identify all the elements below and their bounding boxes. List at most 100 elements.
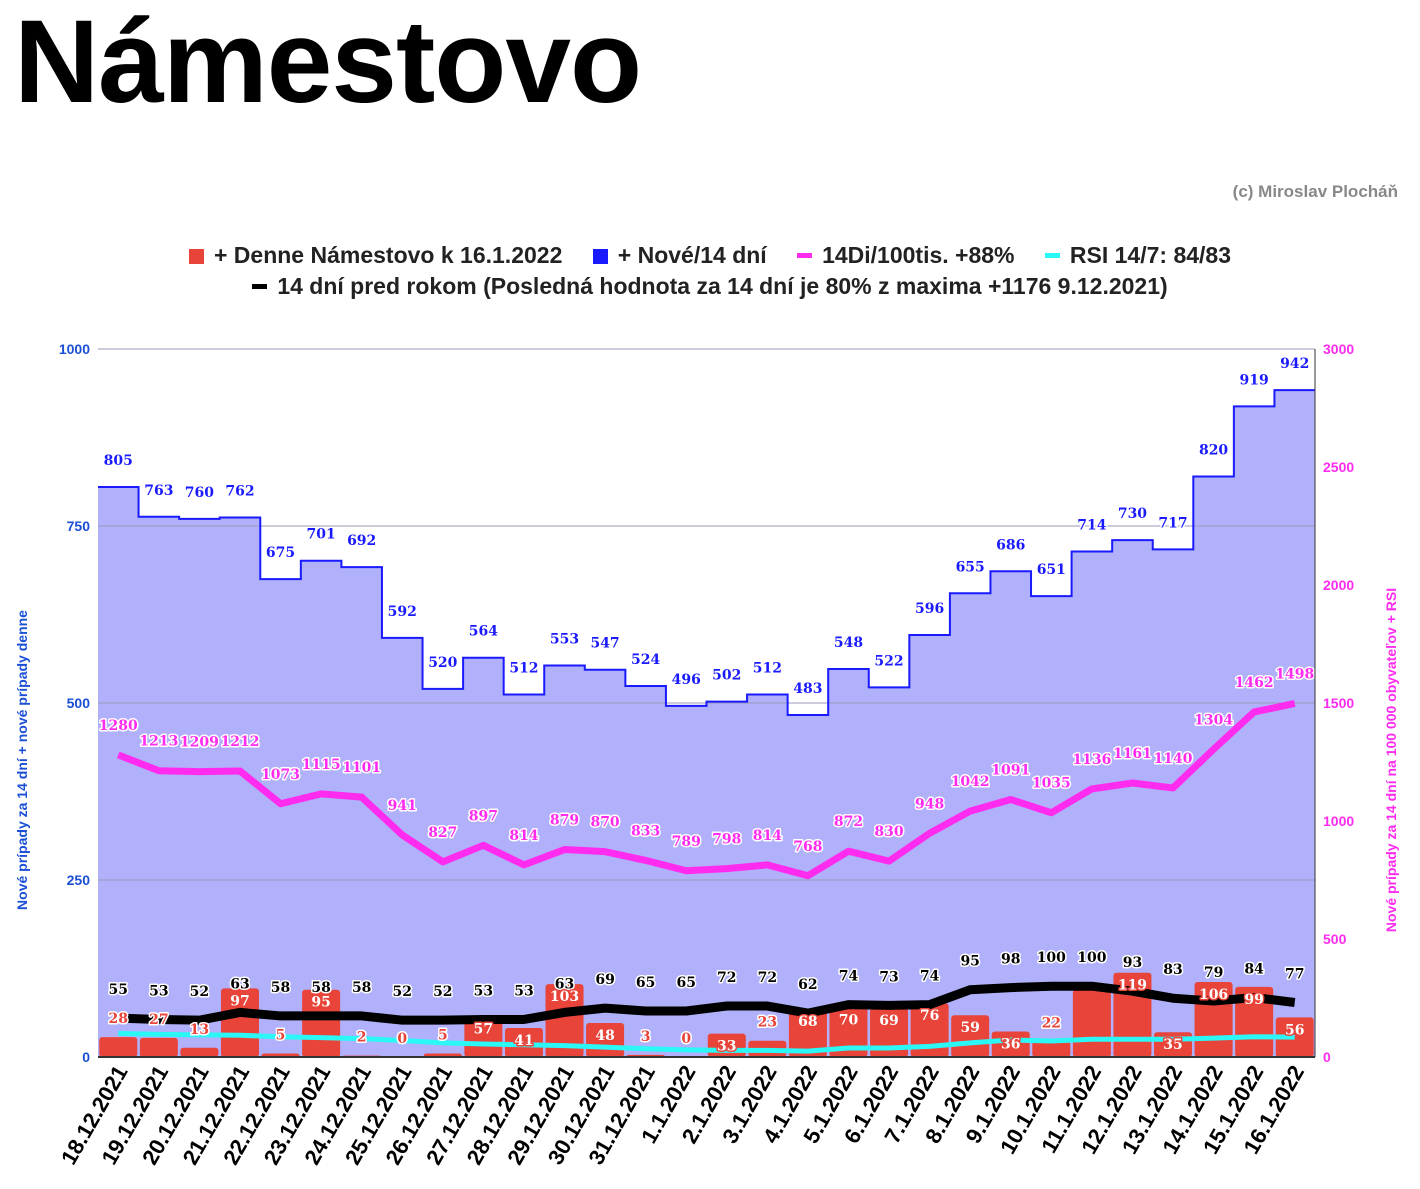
- label-14day: 596: [915, 601, 944, 617]
- label-14day: 805: [104, 453, 133, 469]
- label-daily: 106: [1199, 987, 1228, 1003]
- legend-swatch: [1044, 253, 1060, 258]
- label-daily: 70: [839, 1012, 859, 1028]
- legend-item-per100k: 14Di/100tis. +88%: [797, 240, 1015, 271]
- label-year-ago: 72: [758, 970, 777, 986]
- label-daily: 0: [397, 1031, 407, 1047]
- label-14day: 701: [306, 527, 335, 543]
- label-year-ago: 58: [311, 980, 330, 996]
- label-14day: 512: [753, 661, 782, 677]
- label-daily: 57: [474, 1022, 493, 1038]
- label-daily: 27: [149, 1012, 168, 1028]
- label-year-ago: 77: [1285, 966, 1304, 982]
- label-14day: 564: [469, 624, 498, 640]
- label-year-ago: 72: [717, 970, 736, 986]
- label-daily: 48: [595, 1028, 614, 1044]
- label-daily: 119: [1118, 978, 1147, 994]
- bar-daily: [788, 1008, 827, 1057]
- label-per100k: 789: [672, 834, 701, 850]
- label-per100k: 879: [550, 813, 579, 829]
- label-daily: 22: [1042, 1015, 1061, 1031]
- label-year-ago: 53: [514, 983, 533, 999]
- bar-daily: [180, 1047, 219, 1057]
- label-daily: 2: [357, 1030, 367, 1046]
- label-per100k: 1042: [951, 774, 990, 790]
- y-tick-left: 1000: [59, 341, 90, 357]
- y-tick-left: 750: [67, 518, 91, 534]
- label-year-ago: 100: [1077, 950, 1106, 966]
- label-14day: 520: [428, 655, 457, 671]
- label-per100k: 1462: [1235, 675, 1274, 691]
- label-14day: 524: [631, 652, 660, 668]
- y-axis-left-title: Nové prípady za 14 dní + nové prípady de…: [14, 610, 30, 910]
- label-year-ago: 79: [1204, 965, 1223, 981]
- label-year-ago: 74: [839, 969, 859, 985]
- bar-daily: [1072, 989, 1111, 1057]
- bar-daily: [951, 1015, 990, 1057]
- label-year-ago: 62: [798, 977, 817, 993]
- legend-label: RSI 14/7: 84/83: [1069, 242, 1232, 268]
- label-year-ago: 52: [433, 984, 452, 1000]
- label-14day: 483: [793, 681, 822, 697]
- y-tick-left: 0: [82, 1049, 90, 1065]
- label-per100k: 830: [874, 824, 903, 840]
- label-daily: 69: [879, 1013, 898, 1029]
- label-14day: 547: [590, 636, 619, 652]
- label-14day: 496: [672, 672, 701, 688]
- label-daily: 0: [681, 1031, 691, 1047]
- y-tick-left: 500: [67, 695, 91, 711]
- legend-label: 14 dní pred rokom (Posledná hodnota za 1…: [277, 273, 1168, 299]
- bar-daily: [139, 1037, 178, 1057]
- label-per100k: 872: [834, 814, 863, 830]
- legend-item-rsi: RSI 14/7: 84/83: [1044, 240, 1232, 271]
- y-tick-right: 1000: [1323, 813, 1354, 829]
- label-14day: 512: [509, 661, 538, 677]
- label-daily: 28: [109, 1011, 128, 1027]
- y-tick-right: 2500: [1323, 459, 1354, 475]
- label-14day: 692: [347, 533, 376, 549]
- label-per100k: 768: [793, 839, 822, 855]
- label-daily: 41: [514, 1033, 533, 1049]
- legend-item-year-ago: 14 dní pred rokom (Posledná hodnota za 1…: [252, 271, 1168, 302]
- label-14day: 502: [712, 668, 741, 684]
- y-tick-right: 3000: [1323, 341, 1354, 357]
- label-daily: 68: [798, 1014, 817, 1030]
- page-title: Námestovo: [14, 0, 642, 128]
- label-year-ago: 58: [352, 980, 371, 996]
- label-year-ago: 63: [230, 976, 249, 992]
- label-year-ago: 53: [149, 983, 168, 999]
- label-daily: 33: [717, 1039, 736, 1055]
- label-14day: 553: [550, 631, 579, 647]
- y-tick-right: 0: [1323, 1049, 1331, 1065]
- legend-swatch: [797, 253, 813, 258]
- bar-daily: [99, 1037, 138, 1057]
- line-per100k: [117, 700, 1296, 880]
- label-14day: 760: [185, 485, 214, 501]
- y-tick-right: 2000: [1323, 577, 1354, 593]
- chart-legend: + Denne Námestovo k 16.1.2022 + Nové/14 …: [0, 240, 1420, 302]
- label-year-ago: 98: [1001, 952, 1020, 968]
- label-14day: 919: [1240, 372, 1269, 388]
- label-per100k: 1073: [261, 767, 300, 783]
- label-14day: 762: [225, 484, 254, 500]
- label-per100k: 798: [712, 832, 741, 848]
- label-per100k: 814: [753, 828, 782, 844]
- label-daily: 5: [438, 1027, 448, 1043]
- label-per100k: 814: [509, 828, 538, 844]
- label-per100k: 1304: [1194, 712, 1233, 728]
- label-daily: 99: [1244, 992, 1263, 1008]
- label-14day: 686: [996, 537, 1025, 553]
- area-14day: [98, 390, 1315, 1058]
- label-daily: 103: [550, 989, 579, 1005]
- legend-label: 14Di/100tis. +88%: [822, 242, 1015, 268]
- label-14day: 548: [834, 635, 863, 651]
- label-14day: 714: [1077, 517, 1106, 533]
- label-daily: 56: [1285, 1022, 1304, 1038]
- label-year-ago: 58: [271, 980, 290, 996]
- label-year-ago: 63: [555, 976, 574, 992]
- label-14day: 730: [1118, 506, 1147, 522]
- label-per100k: 1035: [1032, 776, 1071, 792]
- label-per100k: 1101: [342, 760, 381, 776]
- label-year-ago: 84: [1244, 962, 1264, 978]
